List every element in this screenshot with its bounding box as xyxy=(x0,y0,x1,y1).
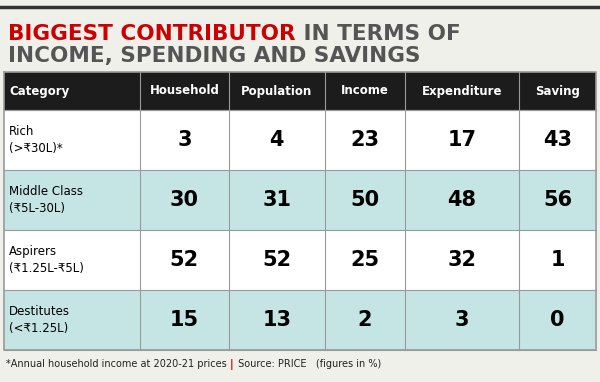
Bar xyxy=(4,290,596,350)
Text: 50: 50 xyxy=(350,190,379,210)
Text: *Annual household income at 2020-21 prices: *Annual household income at 2020-21 pric… xyxy=(6,359,230,369)
Text: *Annual household income at 2020-21 prices: *Annual household income at 2020-21 pric… xyxy=(6,359,230,369)
Text: 13: 13 xyxy=(262,310,292,330)
Text: Rich
(>₹30L)*: Rich (>₹30L)* xyxy=(9,125,63,155)
Text: IN TERMS OF: IN TERMS OF xyxy=(296,24,460,44)
Text: 17: 17 xyxy=(448,130,476,150)
Text: 48: 48 xyxy=(448,190,476,210)
Text: BIGGEST CONTRIBUTOR: BIGGEST CONTRIBUTOR xyxy=(8,24,296,44)
Text: 3: 3 xyxy=(177,130,191,150)
Text: Expenditure: Expenditure xyxy=(422,84,502,97)
Bar xyxy=(4,230,596,290)
Text: Destitutes
(<₹1.25L): Destitutes (<₹1.25L) xyxy=(9,305,70,335)
Text: Population: Population xyxy=(241,84,313,97)
Text: 23: 23 xyxy=(350,130,379,150)
Bar xyxy=(4,170,596,230)
Text: 3: 3 xyxy=(455,310,469,330)
Text: 43: 43 xyxy=(543,130,572,150)
Text: 31: 31 xyxy=(262,190,292,210)
Text: Category: Category xyxy=(9,84,69,97)
Text: Aspirers
(₹1.25L-₹5L): Aspirers (₹1.25L-₹5L) xyxy=(9,245,84,275)
Text: 56: 56 xyxy=(543,190,572,210)
Text: 25: 25 xyxy=(350,250,379,270)
Text: 2: 2 xyxy=(358,310,372,330)
Text: 4: 4 xyxy=(269,130,284,150)
Text: 52: 52 xyxy=(262,250,292,270)
Text: 32: 32 xyxy=(448,250,476,270)
Bar xyxy=(4,72,596,110)
Text: Saving: Saving xyxy=(535,84,580,97)
Text: 30: 30 xyxy=(170,190,199,210)
Text: INCOME, SPENDING AND SAVINGS: INCOME, SPENDING AND SAVINGS xyxy=(8,46,421,66)
Text: |: | xyxy=(230,358,233,369)
Text: Household: Household xyxy=(149,84,220,97)
Text: 0: 0 xyxy=(550,310,565,330)
Text: Middle Class
(₹5L-30L): Middle Class (₹5L-30L) xyxy=(9,185,83,215)
Text: Income: Income xyxy=(341,84,389,97)
Text: Source: PRICE   (figures in %): Source: PRICE (figures in %) xyxy=(235,359,381,369)
Text: 52: 52 xyxy=(170,250,199,270)
Bar xyxy=(4,110,596,170)
Text: 15: 15 xyxy=(170,310,199,330)
Text: 1: 1 xyxy=(550,250,565,270)
